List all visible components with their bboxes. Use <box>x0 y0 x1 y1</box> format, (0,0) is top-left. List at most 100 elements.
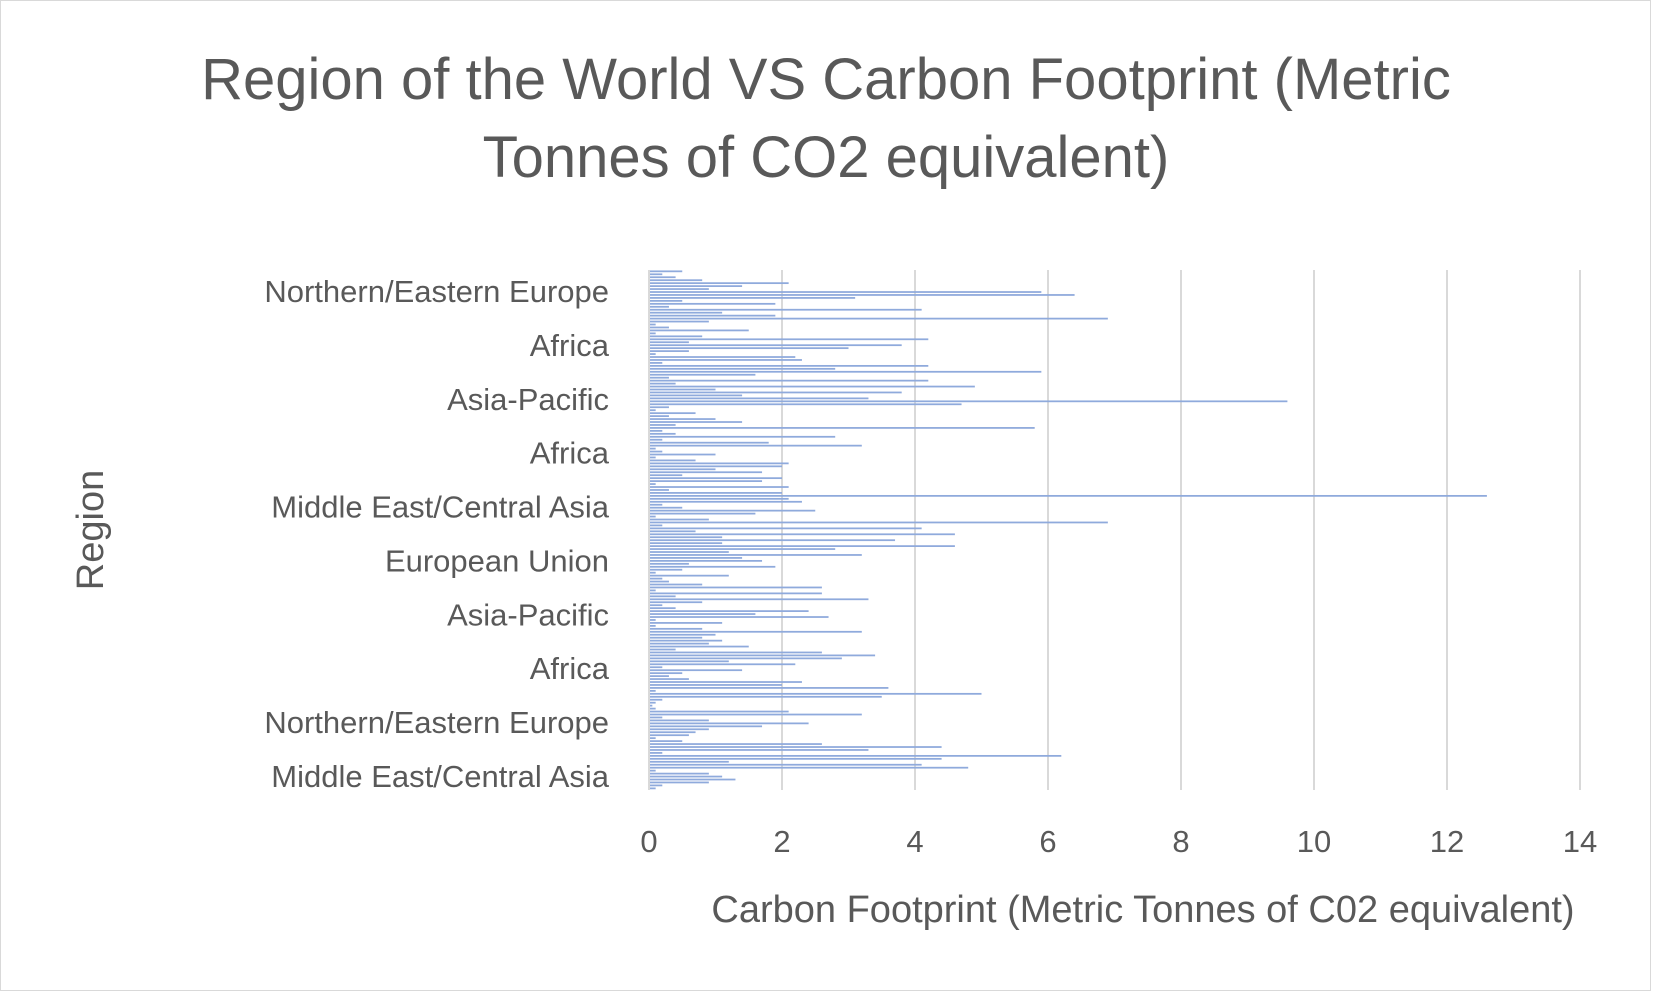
bar <box>649 760 729 763</box>
bar <box>649 394 743 397</box>
bar <box>649 305 669 308</box>
bar <box>649 471 763 474</box>
y-category-label: Northern/Eastern Europe <box>264 705 609 740</box>
x-tick-label: 4 <box>906 824 923 859</box>
bar <box>649 412 696 415</box>
bar <box>649 291 1042 293</box>
bar <box>649 675 669 677</box>
bar <box>649 492 782 494</box>
bar <box>649 279 703 282</box>
bar <box>649 474 683 477</box>
bar <box>649 639 723 642</box>
bar <box>649 633 716 636</box>
bar <box>649 586 822 589</box>
bar <box>649 642 709 645</box>
bar <box>649 506 683 509</box>
bar <box>649 356 796 358</box>
bar <box>649 781 709 784</box>
bar <box>649 285 743 287</box>
bar <box>649 589 656 592</box>
bar <box>649 583 703 586</box>
bar <box>649 772 709 775</box>
bar-series <box>649 270 1487 790</box>
bar <box>649 752 663 754</box>
bar <box>649 308 922 311</box>
bar <box>649 669 743 672</box>
bar <box>649 477 782 480</box>
bar <box>649 784 663 787</box>
bar <box>649 364 929 367</box>
bar <box>649 276 676 279</box>
bar <box>649 335 703 338</box>
bar <box>649 391 902 394</box>
bar <box>649 273 663 276</box>
bar <box>649 657 842 660</box>
bar <box>649 559 763 562</box>
bar <box>649 757 942 760</box>
bar <box>649 480 763 482</box>
bar <box>649 740 683 742</box>
bar <box>649 595 676 598</box>
bar <box>649 619 656 621</box>
bar <box>649 536 723 539</box>
bar <box>649 648 676 651</box>
x-axis-title: Carbon Footprint (Metric Tonnes of C02 e… <box>711 889 1574 931</box>
bar <box>649 512 756 515</box>
bar <box>649 672 683 675</box>
bar <box>649 568 683 571</box>
bar <box>649 444 862 447</box>
bar <box>649 533 955 536</box>
bar <box>649 701 656 704</box>
bar <box>649 624 656 627</box>
bar <box>649 388 716 391</box>
bar <box>649 707 656 710</box>
x-tick-label: 2 <box>773 824 790 859</box>
bar <box>649 415 669 417</box>
bar <box>649 722 809 725</box>
y-category-label: Northern/Eastern Europe <box>264 274 609 309</box>
bar <box>649 320 709 323</box>
bar <box>649 347 849 350</box>
bar <box>649 678 689 680</box>
y-category-label: Asia-Pacific <box>447 597 609 632</box>
bar <box>649 728 709 731</box>
bar <box>649 409 656 412</box>
bar <box>649 317 1108 320</box>
bar <box>649 778 736 781</box>
bar <box>649 497 789 500</box>
bar <box>649 483 656 485</box>
bar <box>649 515 656 518</box>
y-axis-title: Region <box>70 470 112 590</box>
bar <box>649 763 922 766</box>
bar <box>649 311 723 314</box>
bar <box>649 323 656 326</box>
y-category-label: Middle East/Central Asia <box>271 490 609 525</box>
bar <box>649 704 653 707</box>
bar <box>649 627 703 630</box>
bar <box>649 571 656 574</box>
bar <box>649 754 1062 757</box>
bar <box>649 435 836 438</box>
bar <box>649 719 709 722</box>
bar <box>649 734 689 737</box>
x-tick-label: 14 <box>1563 824 1597 859</box>
bar <box>649 766 969 769</box>
bar <box>649 636 703 639</box>
bar <box>649 551 729 553</box>
bar <box>649 713 862 716</box>
bar <box>649 601 703 604</box>
y-category-label: European Union <box>385 543 609 578</box>
bar <box>649 447 656 450</box>
bar <box>649 373 756 376</box>
bar <box>649 716 663 719</box>
x-axis-tick-labels: 0 2 4 6 8 10 12 14 <box>640 824 1597 859</box>
bar <box>649 710 789 713</box>
bar <box>649 456 656 459</box>
bar <box>649 554 862 556</box>
bar <box>649 651 822 654</box>
chart-title: Region of the World VS Carbon Footprint … <box>201 47 1451 190</box>
bar <box>649 302 776 305</box>
bar <box>649 539 896 542</box>
bar <box>649 530 696 533</box>
bar <box>649 524 663 527</box>
